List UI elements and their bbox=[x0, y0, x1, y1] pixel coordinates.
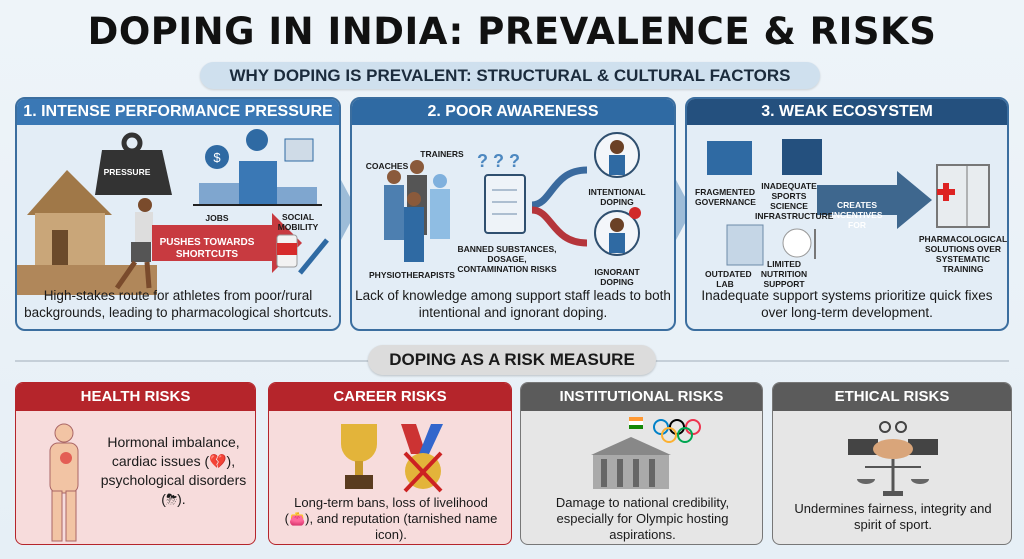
split-arrow-icon bbox=[531, 166, 588, 247]
card-header: HEALTH RISKS bbox=[16, 383, 255, 411]
section-subtitle: WHY DOPING IS PREVALENT: STRUCTURAL & CU… bbox=[200, 62, 820, 89]
podium-icon bbox=[193, 161, 322, 206]
panel-caption: High-stakes route for athletes from poor… bbox=[24, 288, 332, 320]
fragmented-governance-label: FRAGMENTED GOVERNANCE bbox=[695, 187, 756, 207]
panel-caption: Lack of knowledge among support staff le… bbox=[355, 288, 671, 320]
vial-icon bbox=[276, 234, 298, 268]
panel-weak-ecosystem: 3. WEAK ECOSYSTEM FRAGMENTED GOVERNANCE … bbox=[685, 97, 1009, 331]
panel-header: 3. WEAK ECOSYSTEM bbox=[687, 99, 1007, 125]
handshake-icon bbox=[848, 439, 938, 459]
social-mobility-label: SOCIAL MOBILITY bbox=[277, 212, 319, 232]
scales-icon bbox=[857, 459, 929, 496]
card-text: Damage to national credibility, especial… bbox=[555, 495, 730, 542]
card-ethical-risks: ETHICAL RISKS Undermines fairness, integ… bbox=[772, 382, 1012, 545]
broken-chain-icon bbox=[879, 421, 907, 433]
crossed-medal-icon bbox=[401, 424, 443, 493]
broken-trophy-icon bbox=[341, 424, 377, 489]
svg-text:$: $ bbox=[213, 150, 221, 165]
pharmacological-solutions-label: PHARMACOLOGICAL SOLUTIONS OVER SYSTEMATI… bbox=[918, 234, 1008, 274]
coaches-label: COACHES bbox=[365, 161, 409, 171]
warning-icon bbox=[629, 207, 641, 219]
incentive-arrow bbox=[817, 171, 932, 229]
risk-section-title: DOPING AS A RISK MEASURE bbox=[368, 345, 656, 375]
certificate-icon bbox=[284, 138, 314, 162]
ignorant-athlete-icon bbox=[594, 207, 641, 256]
arrow-label: PUSHES TOWARDS SHORTCUTS bbox=[159, 237, 255, 260]
money-bag-icon: $ bbox=[205, 145, 229, 169]
weight-label: PRESSURE bbox=[103, 167, 151, 177]
jobs-label: JOBS bbox=[205, 213, 229, 223]
pressure-weight-icon bbox=[95, 132, 172, 195]
question-marks-icon: ? ? ? bbox=[477, 151, 520, 171]
sports-science-infra-label: INADEQUATE SPORTS SCIENCE INFRASTRUCTURE bbox=[755, 181, 834, 221]
support-staff-icon bbox=[384, 160, 450, 262]
card-text: Undermines fairness, integrity and spiri… bbox=[794, 501, 992, 532]
institution-icons bbox=[591, 417, 701, 489]
card-text: Hormonal imbalance, cardiac issues (💔), … bbox=[100, 434, 247, 507]
ignorant-doping-label: IGNORANT DOPING bbox=[594, 267, 640, 287]
ethics-icons bbox=[848, 421, 938, 496]
outdated-lab-label: OUTDATED LAB bbox=[705, 269, 752, 289]
syringe-icon bbox=[298, 238, 329, 275]
athlete-icon bbox=[114, 198, 153, 290]
physiotherapists-label: PHYSIOTHERAPISTS bbox=[369, 270, 455, 280]
card-header: CAREER RISKS bbox=[269, 383, 511, 411]
svg-text:? ? ?: ? ? ? bbox=[477, 151, 520, 171]
page-title: DOPING IN INDIA: PREVALENCE & RISKS bbox=[87, 10, 937, 53]
clipboard-checklist-icon bbox=[484, 174, 526, 234]
card-text: Long-term bans, loss of livelihood (👛), … bbox=[284, 495, 498, 542]
incentive-arrow-label: CREATES INCENTIVES FOR bbox=[831, 200, 883, 230]
pressure-illustration: $ bbox=[17, 129, 329, 295]
panel-performance-pressure: 1. INTENSE PERFORMANCE PRESSURE $ PRESSU… bbox=[15, 97, 341, 331]
olympic-rings-icon bbox=[653, 419, 701, 443]
banned-substances-label: BANNED SUBSTANCES, DOSAGE, CONTAMINATION… bbox=[457, 244, 557, 274]
panel-header: 2. POOR AWARENESS bbox=[352, 99, 674, 125]
medal-ribbon-icon bbox=[246, 129, 268, 151]
card-health-risks: HEALTH RISKS Hormonal imbalance, cardiac… bbox=[15, 382, 256, 545]
panel-poor-awareness: 2. POOR AWARENESS ? ? ? COACHES TRAINERS… bbox=[350, 97, 676, 331]
human-body-icon bbox=[49, 423, 79, 542]
cracked-building-icon bbox=[591, 437, 671, 489]
panel-caption: Inadequate support systems prioritize qu… bbox=[701, 288, 993, 320]
limited-nutrition-label: LIMITED NUTRITION SUPPORT bbox=[760, 259, 808, 289]
card-institutional-risks: INSTITUTIONAL RISKS Damage to national c… bbox=[520, 382, 763, 545]
trainers-label: TRAINERS bbox=[420, 149, 464, 159]
card-header: ETHICAL RISKS bbox=[773, 383, 1011, 411]
career-icons bbox=[341, 424, 443, 493]
heart-icon bbox=[60, 452, 72, 464]
hut-icon bbox=[17, 170, 157, 295]
medicine-cabinet-icon bbox=[936, 164, 990, 228]
awareness-illustration: ? ? ? bbox=[384, 132, 641, 262]
microscope-puzzle-icon bbox=[726, 224, 764, 266]
india-flag-icon bbox=[629, 417, 643, 429]
plate-icon bbox=[782, 228, 816, 259]
shortcut-arrow bbox=[152, 213, 302, 273]
ecosystem-illustration bbox=[707, 139, 990, 266]
card-career-risks: CAREER RISKS Long-term bans, loss of liv… bbox=[268, 382, 512, 545]
card-header: INSTITUTIONAL RISKS bbox=[521, 383, 762, 411]
broken-puzzle-icon bbox=[707, 139, 822, 175]
panel-header: 1. INTENSE PERFORMANCE PRESSURE bbox=[17, 99, 339, 125]
intentional-doping-label: INTENTIONAL DOPING bbox=[588, 187, 646, 207]
intentional-athlete-icon bbox=[594, 132, 640, 178]
